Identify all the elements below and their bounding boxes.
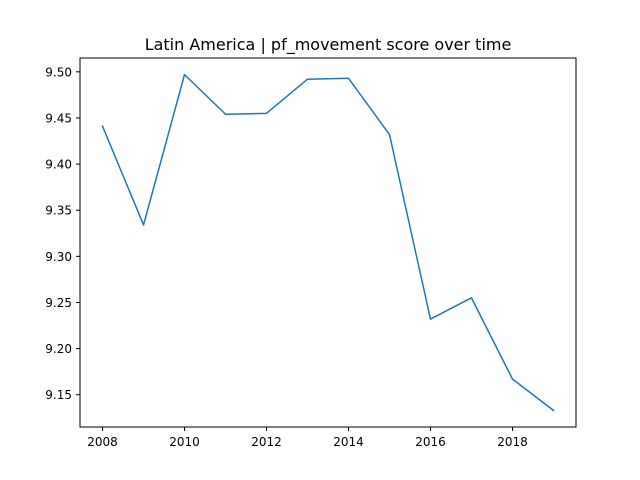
data-point xyxy=(429,318,432,320)
data-point xyxy=(347,77,350,80)
y-tick-label: 9.50 xyxy=(45,65,72,79)
y-tick-label: 9.35 xyxy=(45,204,72,218)
axes-frame xyxy=(79,57,577,428)
data-point xyxy=(183,73,186,76)
data-point xyxy=(388,133,391,136)
y-tick-label: 9.40 xyxy=(45,158,72,172)
data-point xyxy=(552,409,555,412)
x-axis: 2008 2010 2012 2014 2016 2018 xyxy=(87,427,528,449)
x-tick-label: 2010 xyxy=(169,435,200,449)
data-point xyxy=(101,125,104,128)
x-tick-label: 2012 xyxy=(251,435,282,449)
series-line-0 xyxy=(101,73,555,412)
data-point xyxy=(306,78,309,80)
y-tick-label: 9.30 xyxy=(45,250,72,264)
y-tick-label: 9.15 xyxy=(45,388,72,402)
data-point xyxy=(470,297,473,299)
y-tick-label: 9.45 xyxy=(45,111,72,125)
x-tick-label: 2014 xyxy=(333,435,364,449)
data-point xyxy=(142,224,145,226)
chart-title: Latin America | pf_movement score over t… xyxy=(145,35,512,55)
data-point xyxy=(224,113,227,116)
y-axis: 9.15 9.20 9.25 9.30 9.35 9.40 9.45 9.50 xyxy=(45,65,80,402)
data-point xyxy=(265,112,268,115)
plot-area xyxy=(101,73,555,412)
x-tick-label: 2016 xyxy=(415,435,446,449)
x-tick-label: 2018 xyxy=(497,435,528,449)
y-tick-label: 9.20 xyxy=(45,342,72,356)
data-point xyxy=(511,378,514,380)
x-tick-label: 2008 xyxy=(87,435,118,449)
y-tick-label: 9.25 xyxy=(45,296,72,310)
